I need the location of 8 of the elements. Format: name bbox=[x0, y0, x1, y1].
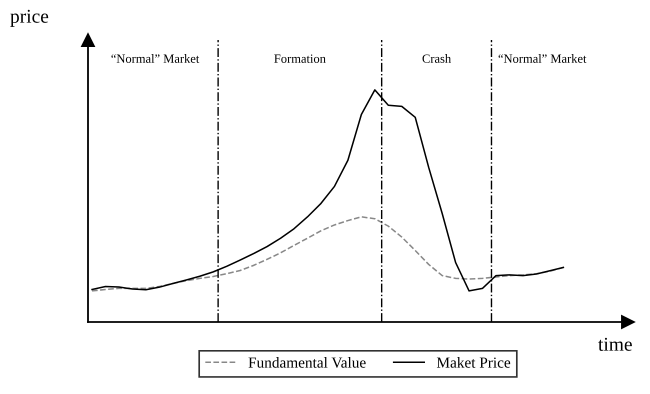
legend-label: Fundamental Value bbox=[248, 356, 366, 368]
text: Crash bbox=[422, 54, 451, 63]
legend-label: Maket Price bbox=[436, 356, 510, 368]
text: Formation bbox=[274, 54, 326, 63]
text: “Normal” Market bbox=[498, 54, 586, 63]
y-axis-title: price bbox=[10, 10, 48, 27]
text: “Normal” Market bbox=[111, 54, 200, 63]
x-axis-title: time bbox=[598, 338, 632, 351]
